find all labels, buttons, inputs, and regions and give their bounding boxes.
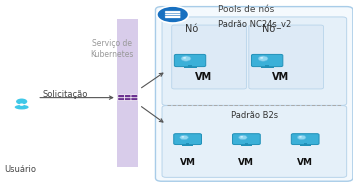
Bar xyxy=(188,65,192,67)
FancyBboxPatch shape xyxy=(165,13,181,16)
Text: VM: VM xyxy=(273,72,289,82)
FancyBboxPatch shape xyxy=(291,134,319,145)
FancyBboxPatch shape xyxy=(174,134,202,145)
Circle shape xyxy=(181,136,184,138)
Bar xyxy=(300,145,311,146)
Circle shape xyxy=(157,6,189,23)
FancyBboxPatch shape xyxy=(162,17,347,105)
FancyBboxPatch shape xyxy=(251,54,283,67)
FancyBboxPatch shape xyxy=(131,95,138,98)
Circle shape xyxy=(260,57,263,59)
FancyBboxPatch shape xyxy=(155,7,353,181)
Text: VM: VM xyxy=(238,158,255,167)
Circle shape xyxy=(299,136,302,138)
FancyBboxPatch shape xyxy=(118,97,125,101)
Text: Padrão NC24s_v2: Padrão NC24s_v2 xyxy=(219,19,292,28)
Circle shape xyxy=(16,99,27,105)
Bar xyxy=(241,145,252,146)
Text: Solicitação: Solicitação xyxy=(42,90,88,99)
Bar xyxy=(186,143,189,145)
FancyBboxPatch shape xyxy=(233,134,260,145)
Bar xyxy=(304,143,307,145)
Text: Pools de nós: Pools de nós xyxy=(218,4,275,14)
Text: VM: VM xyxy=(297,158,313,167)
Text: Padrão B2s: Padrão B2s xyxy=(232,111,279,120)
FancyBboxPatch shape xyxy=(172,25,246,89)
FancyBboxPatch shape xyxy=(131,97,138,101)
Circle shape xyxy=(19,103,24,106)
Circle shape xyxy=(183,57,186,59)
Circle shape xyxy=(239,135,247,140)
FancyBboxPatch shape xyxy=(174,54,206,67)
Text: VM: VM xyxy=(180,158,196,167)
Circle shape xyxy=(240,136,243,138)
Ellipse shape xyxy=(15,105,29,109)
Bar xyxy=(182,145,193,146)
Circle shape xyxy=(181,56,191,61)
Circle shape xyxy=(180,135,189,140)
FancyBboxPatch shape xyxy=(165,11,181,13)
Text: Nó: Nó xyxy=(185,24,199,34)
FancyBboxPatch shape xyxy=(124,97,131,101)
Text: Nó: Nó xyxy=(262,24,275,34)
Text: Serviço de
Kubernetes: Serviço de Kubernetes xyxy=(90,39,133,59)
Bar xyxy=(184,67,197,68)
FancyBboxPatch shape xyxy=(124,95,131,98)
FancyBboxPatch shape xyxy=(165,16,181,18)
FancyBboxPatch shape xyxy=(118,95,125,98)
Bar xyxy=(245,143,248,145)
Bar xyxy=(118,19,138,167)
Text: Usuário: Usuário xyxy=(4,165,36,174)
Circle shape xyxy=(258,56,268,61)
FancyBboxPatch shape xyxy=(249,25,323,89)
Bar xyxy=(261,67,274,68)
Circle shape xyxy=(297,135,306,140)
FancyBboxPatch shape xyxy=(162,105,347,177)
Text: VM: VM xyxy=(195,72,213,82)
Bar xyxy=(265,65,269,67)
